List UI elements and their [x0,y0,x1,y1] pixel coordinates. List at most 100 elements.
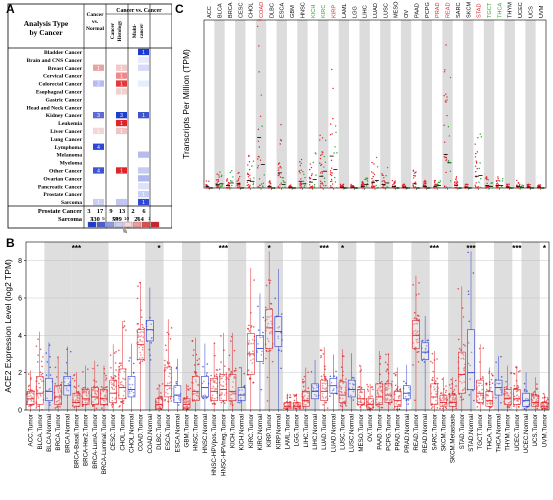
data-point [516,389,519,391]
data-point [36,390,39,393]
data-point [228,367,230,370]
data-point [475,182,477,184]
data-point [445,389,448,392]
data-point [257,128,260,131]
data-point [453,181,456,184]
data-point [252,183,254,186]
data-point [220,401,223,404]
data-point [489,406,492,409]
box [458,351,466,394]
data-point [129,357,131,359]
data-point [93,387,95,390]
data-point [481,402,484,405]
data-point [371,182,373,185]
data-point [437,181,440,184]
data-point [366,178,369,180]
data-point [102,399,105,402]
data-point [340,379,343,382]
data-point [216,369,219,371]
data-point [416,314,419,317]
data-point [40,374,43,376]
data-point [531,393,533,396]
data-point [359,370,362,373]
x-tick-label: UCEC.Tumor [514,414,521,451]
cancer-type-label: LUAD [373,3,379,18]
data-point [526,398,528,400]
data-point [229,397,232,400]
data-point [233,370,236,372]
data-point [357,386,359,389]
data-point [350,184,352,187]
data-point [358,400,360,403]
data-point [132,391,135,394]
data-point [481,376,484,378]
data-point [60,381,63,384]
data-point [226,178,229,180]
data-point [324,161,327,163]
data-point [423,182,425,185]
data-point [386,388,389,391]
data-point [504,390,507,393]
data-point [49,404,51,406]
data-point [139,339,142,342]
data-point [415,322,417,325]
data-point [136,297,139,300]
data-point [270,315,272,318]
data-point [300,162,302,164]
data-point [430,407,433,409]
data-point [95,393,98,396]
data-point [77,394,79,397]
box [72,392,81,407]
data-point [324,388,326,391]
data-point [293,395,296,398]
data-point [391,186,394,188]
data-point [424,347,427,350]
data-point [352,384,355,386]
data-point [372,175,374,178]
data-point [266,318,268,321]
data-point [441,400,443,402]
data-point [237,172,239,174]
data-point [211,387,213,390]
data-point [27,392,30,395]
data-point [506,394,509,397]
data-point [449,396,452,399]
data-point [443,398,445,401]
header-multi-cancer: cancer [139,23,145,38]
data-point [221,174,223,177]
data-point [388,387,390,390]
data-point [257,329,260,331]
data-point [449,395,452,398]
data-point [75,394,78,397]
data-point [414,175,416,177]
data-point [278,162,281,164]
data-point [479,393,482,396]
data-point [518,395,520,398]
data-point [302,171,304,173]
x-tick-label: BLCA.Normal [46,414,53,452]
data-point [379,382,382,384]
box [412,320,420,349]
box [448,394,457,407]
data-point [474,143,476,145]
y-axis-label: ACE2 Expression Level (log2 TPM) [3,259,13,393]
data-point [111,387,114,389]
cancer-type-label: BLCA [218,3,224,18]
data-point [403,380,405,383]
data-point [519,369,521,372]
data-point [27,398,30,401]
legend-percent: % [123,229,128,234]
data-point [205,184,208,186]
data-point [453,389,456,391]
data-point [462,352,464,355]
data-point [226,180,228,182]
data-point [467,362,470,365]
data-point [326,380,328,383]
data-point [375,156,378,159]
data-point [251,165,253,167]
data-point [225,187,228,189]
data-point [478,398,481,400]
cancer-type-label: PAAD [414,3,420,18]
data-point [119,404,121,407]
data-point [436,377,438,380]
